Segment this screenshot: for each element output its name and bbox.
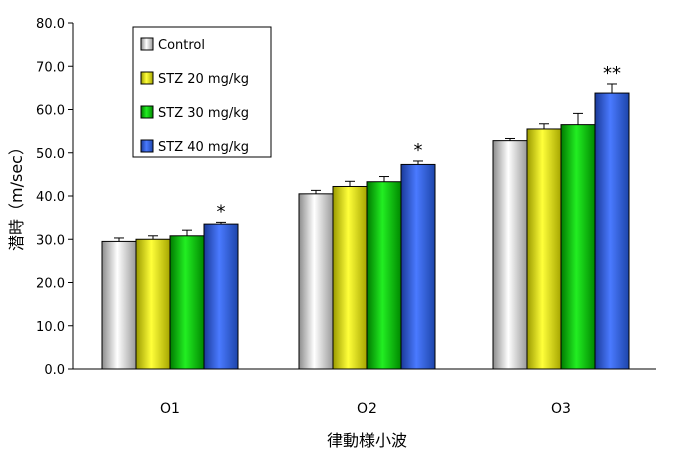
x-tick-label: O1	[160, 401, 180, 417]
bar	[560, 124, 596, 370]
bar	[169, 235, 205, 370]
y-tick-label: 40.0	[36, 190, 65, 205]
bar	[135, 238, 171, 370]
bar	[492, 140, 528, 370]
significance-label: **	[603, 63, 621, 84]
legend: Control STZ 20 mg/kg STZ 30 mg/kg STZ 40 mg…	[132, 26, 272, 158]
bar	[594, 92, 630, 370]
y-tick-label: 80.0	[36, 17, 65, 32]
legend-label: STZ 40 mg/kg	[158, 140, 249, 155]
bar	[526, 128, 562, 370]
legend-swatch	[140, 71, 154, 85]
plot-area: 0.0 10.0 20.0 30.0 40.0 50.0 60.0 70.0 80.0 O1 O2 O…	[36, 17, 656, 417]
legend-swatch	[140, 37, 154, 51]
x-tick-label: O2	[357, 401, 377, 417]
bar	[332, 185, 368, 370]
y-axis-title: 潜時（m/sec）	[7, 139, 26, 251]
bar	[298, 193, 334, 370]
x-tick-label: O3	[551, 401, 571, 417]
legend-label: STZ 30 mg/kg	[158, 106, 249, 121]
significance-label: *	[217, 201, 226, 222]
legend-box	[132, 26, 272, 158]
bar	[366, 181, 402, 370]
y-tick-label: 10.0	[36, 320, 65, 335]
y-tick-label: 70.0	[36, 60, 65, 75]
bar	[400, 163, 436, 370]
legend-label: Control	[158, 38, 205, 53]
y-tick-label: 20.0	[36, 277, 65, 292]
y-tick-label: 50.0	[36, 147, 65, 162]
legend-label: STZ 20 mg/kg	[158, 72, 249, 87]
bar	[101, 240, 137, 370]
y-tick-label: 60.0	[36, 104, 65, 119]
y-tick-label: 0.0	[44, 363, 65, 378]
bar	[203, 223, 239, 370]
x-axis-title: 律動様小波	[327, 431, 407, 450]
significance-label: *	[414, 140, 423, 161]
legend-swatch	[140, 105, 154, 119]
y-tick-label: 30.0	[36, 233, 65, 248]
legend-swatch	[140, 139, 154, 153]
